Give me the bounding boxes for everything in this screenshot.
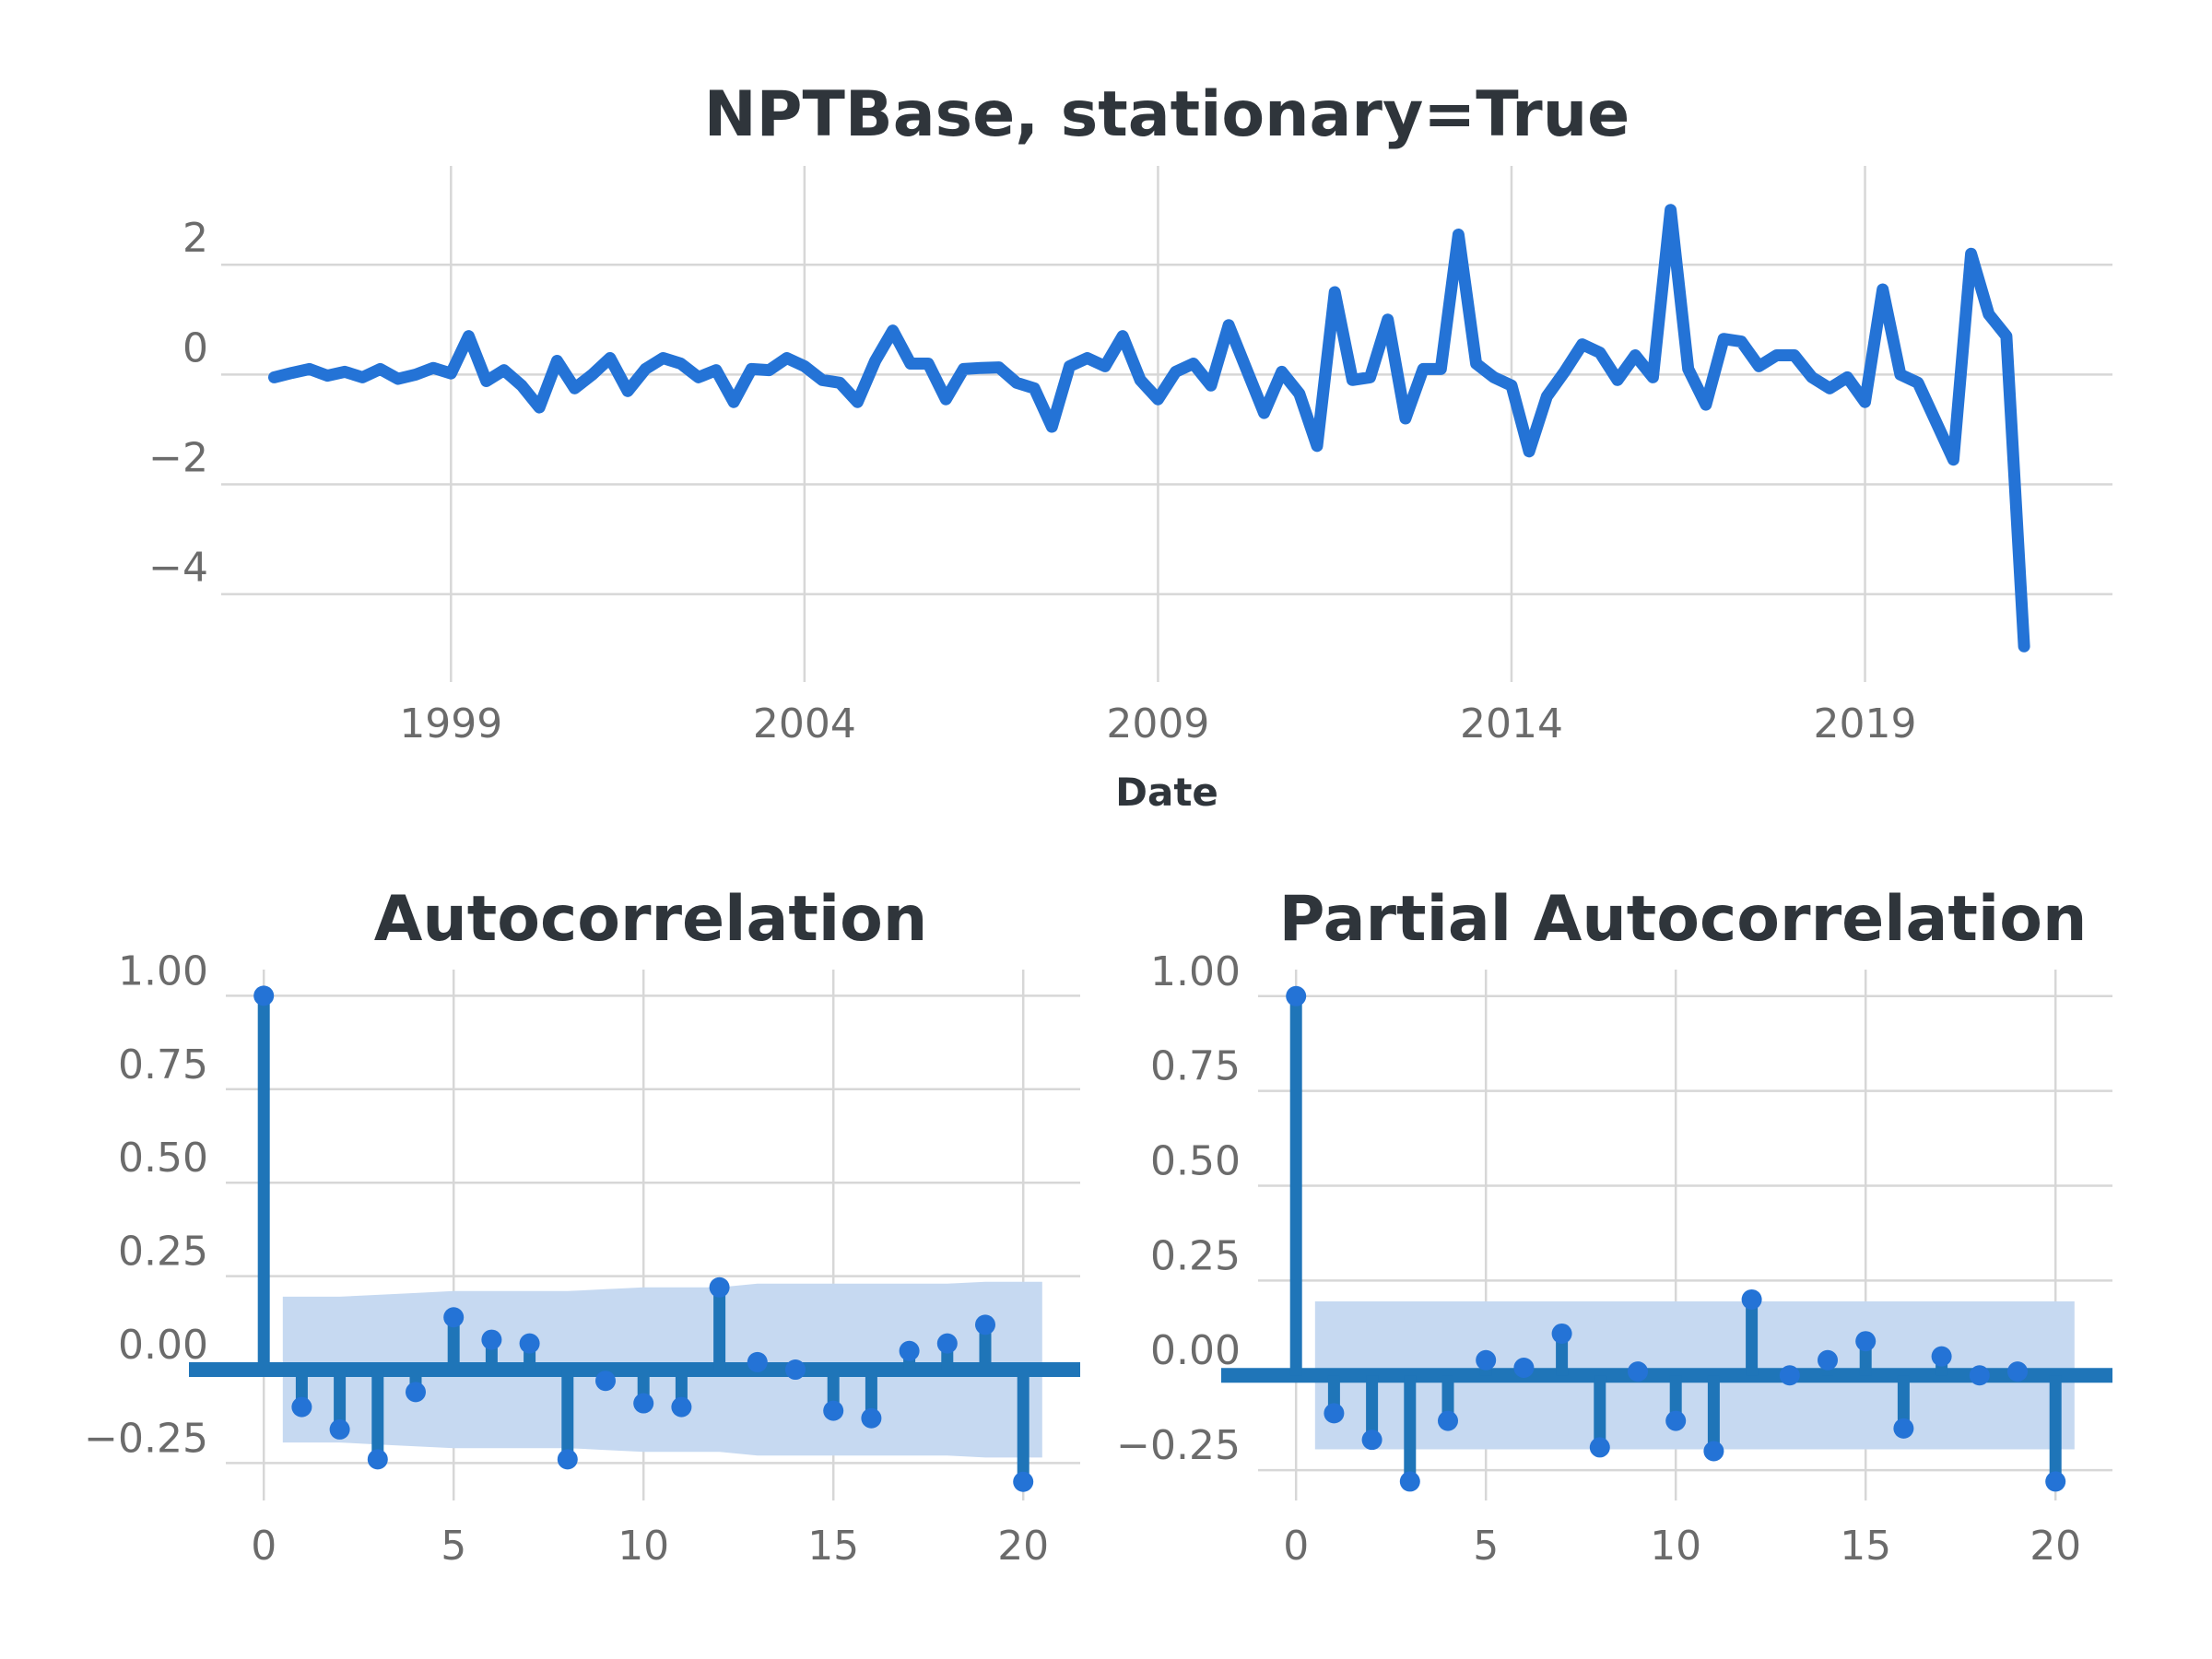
- series-marks: [268, 204, 2030, 653]
- pacf-marker: [1324, 1403, 1345, 1424]
- acf-marker: [633, 1393, 654, 1414]
- pacf-marker: [1589, 1437, 1610, 1458]
- pacf-marker: [1779, 1365, 1800, 1386]
- acf-y-tick-label: −0.25: [84, 1415, 208, 1462]
- acf-marker: [785, 1359, 806, 1381]
- series-y-tick-label: −2: [148, 435, 208, 482]
- series-title: NPTBase, stationary=True: [704, 78, 1630, 151]
- pacf-marker: [1551, 1323, 1572, 1344]
- pacf-x-tick-label: 5: [1473, 1523, 1499, 1570]
- acf-y-tick-label: 1.00: [118, 947, 208, 994]
- acf-marker: [747, 1351, 768, 1372]
- acf-marker: [481, 1329, 502, 1350]
- pacf-marker: [1438, 1410, 1458, 1431]
- series-x-axis-label: Date: [1115, 770, 1218, 815]
- acf-marker: [1013, 1471, 1034, 1492]
- series-y-tick-label: 2: [182, 215, 208, 262]
- series-line: [268, 204, 2030, 653]
- series-panel: NPTBase, stationary=True 1999 2004 2009 201…: [148, 78, 2112, 815]
- pacf-x-tick-label: 20: [2030, 1523, 2081, 1570]
- pacf-x-tick-label: 15: [1840, 1523, 1891, 1570]
- series-x-tick-label: 2014: [1460, 700, 1563, 747]
- pacf-marker: [2007, 1361, 2028, 1382]
- acf-x-tick-label: 15: [807, 1523, 859, 1570]
- series-x-tick-label: 2004: [753, 700, 856, 747]
- acf-marker: [406, 1382, 426, 1403]
- pacf-marks: [1221, 985, 2112, 1492]
- pacf-marker: [1931, 1346, 1952, 1367]
- acf-x-tick-label: 0: [251, 1523, 276, 1570]
- acf-marker: [443, 1307, 465, 1328]
- pacf-marker: [1818, 1349, 1838, 1371]
- acf-marker: [975, 1314, 995, 1335]
- acf-marker: [709, 1277, 730, 1298]
- series-x-tick-label: 1999: [399, 700, 502, 747]
- pacf-y-tick-label: 0.75: [1150, 1043, 1241, 1090]
- acf-marker: [936, 1333, 958, 1354]
- acf-y-tick-label: 0.75: [118, 1041, 208, 1088]
- pacf-marker: [2045, 1471, 2066, 1492]
- acf-panel: Autocorrelation 0 5 10 15 20 1.00 0.75 0.50 0.25…: [84, 883, 1080, 1570]
- pacf-marker: [1513, 1358, 1535, 1378]
- acf-x-tick-label: 10: [618, 1523, 669, 1570]
- acf-title: Autocorrelation: [374, 883, 928, 956]
- series-x-tick-label: 2009: [1106, 700, 1209, 747]
- pacf-marker: [1969, 1365, 1990, 1386]
- pacf-marker: [1286, 985, 1307, 1006]
- acf-marker: [329, 1418, 350, 1440]
- pacf-x-tick-label: 10: [1650, 1523, 1701, 1570]
- pacf-marker: [1665, 1410, 1687, 1431]
- acf-y-tick-label: 0.50: [118, 1135, 208, 1182]
- series-y-tick-label: −4: [148, 545, 208, 592]
- pacf-marker: [1399, 1471, 1420, 1492]
- acf-marker: [595, 1371, 616, 1392]
- pacf-y-tick-label: 0.25: [1150, 1232, 1241, 1279]
- acf-y-tick-label: 0.00: [118, 1322, 208, 1369]
- acf-marker: [253, 985, 275, 1006]
- acf-marker: [519, 1333, 540, 1354]
- pacf-marker: [1628, 1361, 1648, 1382]
- pacf-title: Partial Autocorrelation: [1279, 883, 2088, 956]
- pacf-marker: [1855, 1331, 1877, 1352]
- series-y-tick-label: 0: [182, 324, 208, 371]
- pacf-y-tick-label: 1.00: [1150, 948, 1241, 995]
- pacf-y-tick-label: 0.00: [1150, 1327, 1241, 1374]
- series-tick-labels: 1999 2004 2009 2014 2019 2 0 −2 −4: [148, 215, 1916, 747]
- pacf-marker: [1361, 1430, 1382, 1451]
- pacf-marker: [1741, 1288, 1762, 1310]
- pacf-y-tick-label: 0.50: [1150, 1138, 1241, 1185]
- acf-marker: [291, 1396, 312, 1418]
- acf-marker: [557, 1449, 578, 1470]
- acf-marks: [189, 985, 1080, 1492]
- acf-marker: [899, 1340, 920, 1361]
- acf-y-tick-label: 0.25: [118, 1229, 208, 1276]
- pacf-y-tick-label: −0.25: [1116, 1422, 1241, 1469]
- pacf-marker: [1476, 1349, 1497, 1371]
- acf-tick-labels: 0 5 10 15 20 1.00 0.75 0.50 0.25 0.00 −0.25: [84, 947, 1049, 1570]
- acf-marker: [823, 1400, 844, 1421]
- acf-marker: [367, 1449, 388, 1470]
- pacf-marker: [1703, 1441, 1724, 1462]
- series-x-tick-label: 2019: [1814, 700, 1917, 747]
- pacf-x-tick-label: 0: [1283, 1523, 1309, 1570]
- acf-x-tick-label: 20: [997, 1523, 1049, 1570]
- pacf-marker: [1893, 1418, 1914, 1439]
- acf-x-tick-label: 5: [441, 1523, 466, 1570]
- pacf-tick-labels: 0 5 10 15 20 1.00 0.75 0.50 0.25 0.00 −0.25: [1116, 948, 2081, 1570]
- pacf-panel: Partial Autocorrelation 0 5 10 15 20 1.00 0.75…: [1116, 883, 2112, 1570]
- acf-marker: [671, 1396, 692, 1418]
- acf-marker: [861, 1407, 882, 1429]
